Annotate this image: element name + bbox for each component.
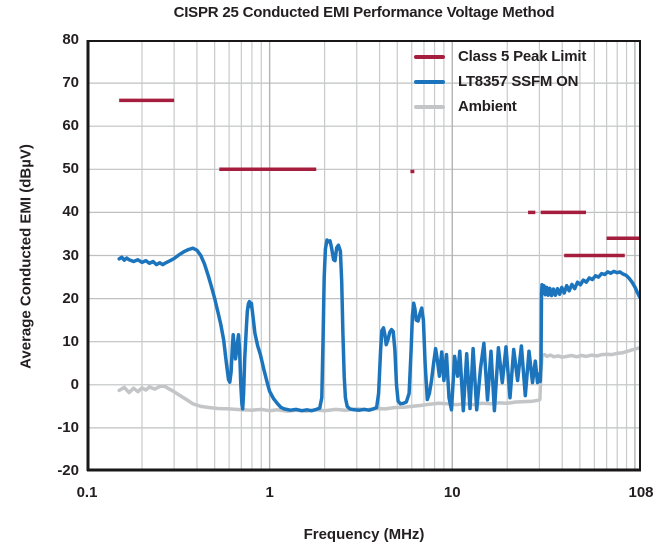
y-tick-label-60: 60 xyxy=(62,117,79,135)
y-tick-label-80: 80 xyxy=(62,31,79,48)
limit-segments xyxy=(119,98,640,258)
legend-row-lt8357-ssfm-on: LT8357 SSFM ON xyxy=(414,69,586,94)
class5-peak-limit-swatch-icon xyxy=(414,54,445,59)
plot-frame xyxy=(86,40,641,472)
legend-label-ambient: Ambient xyxy=(458,98,517,115)
legend-row-class5-peak-limit: Class 5 Peak Limit xyxy=(414,44,586,69)
y-tick-label-50: 50 xyxy=(62,160,79,178)
y-tick-label-10: 10 xyxy=(62,332,79,350)
lt8357-ssfm-on-swatch-icon xyxy=(414,79,445,84)
gridlines xyxy=(87,40,641,471)
chart-title: CISPR 25 Conducted EMI Performance Volta… xyxy=(173,4,555,21)
ambient-swatch-icon xyxy=(414,104,445,109)
y-axis-title: Average Conducted EMI (dBµV) xyxy=(17,144,35,369)
data-series xyxy=(117,238,640,413)
y-tick-label-30: 30 xyxy=(62,246,79,264)
x-tick-label-10: 10 xyxy=(443,484,461,501)
legend-row-ambient: Ambient xyxy=(414,94,586,119)
y-tick-label-20: 20 xyxy=(62,289,79,307)
y-tick-label-70: 70 xyxy=(62,74,79,92)
legend-label-lt8357-ssfm-on: LT8357 SSFM ON xyxy=(458,73,579,90)
chart-legend: Class 5 Peak Limit LT8357 SSFM ON Ambien… xyxy=(414,44,586,119)
y-tick-label--10: -10 xyxy=(57,418,79,436)
x-axis-title: Frequency (MHz) xyxy=(303,526,425,543)
y-tick-label-0: 0 xyxy=(70,375,79,393)
x-tick-label-108: 108 xyxy=(628,484,654,501)
x-tick-label-0.1: 0.1 xyxy=(76,484,98,501)
y-tick-label--20: -20 xyxy=(57,462,79,479)
y-tick-label-40: 40 xyxy=(62,203,79,221)
x-tick-label-1: 1 xyxy=(265,484,274,501)
legend-label-class5-peak-limit: Class 5 Peak Limit xyxy=(458,48,587,65)
